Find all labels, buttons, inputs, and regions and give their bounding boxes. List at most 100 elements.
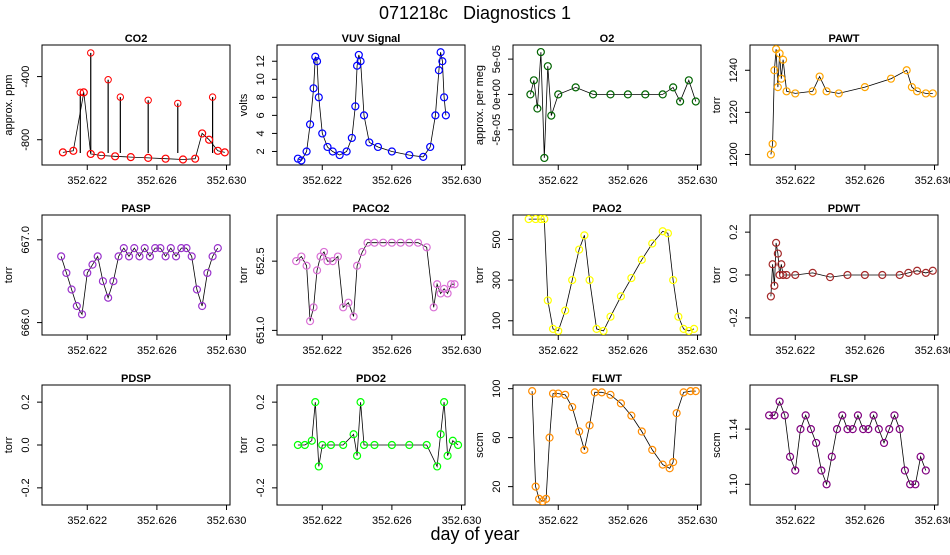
pasp-data-point bbox=[62, 268, 71, 278]
co2-data-layer bbox=[58, 49, 229, 164]
pawt-data-point bbox=[902, 66, 911, 75]
flwt-y-axis-label: sccm bbox=[474, 432, 486, 458]
flsp-data-point bbox=[796, 425, 805, 434]
flsp-data-point bbox=[775, 397, 784, 406]
o2-x-tick-label: 352.626 bbox=[608, 175, 648, 187]
pdo2-data-point bbox=[349, 430, 358, 439]
pao2-title: PAO2 bbox=[592, 203, 621, 215]
pao2-data-point bbox=[669, 275, 678, 285]
co2-spike-point bbox=[116, 93, 125, 101]
pdo2-data-point bbox=[440, 398, 449, 407]
flwt-data-point bbox=[616, 399, 626, 408]
pasp-data-point bbox=[156, 244, 165, 253]
flwt-data-point bbox=[669, 458, 678, 467]
pasp-x-tick-label: 352.630 bbox=[207, 345, 247, 357]
pawt-data-point bbox=[770, 66, 779, 75]
pawt-x-tick-label: 352.622 bbox=[775, 175, 815, 187]
figure-title: 071218c Diagnostics 1 bbox=[378, 3, 572, 23]
pasp-data-point bbox=[192, 285, 202, 294]
pdo2-y-axis-label: torr bbox=[238, 436, 250, 453]
pao2-data-point bbox=[543, 296, 552, 305]
vuv-signal-data-point bbox=[356, 57, 365, 66]
vuv-signal-series-line bbox=[297, 52, 447, 162]
o2-data-layer bbox=[526, 47, 700, 163]
pao2-series-line bbox=[528, 218, 695, 332]
vuv-signal-data-point bbox=[434, 66, 443, 75]
pao2-data-point bbox=[568, 275, 577, 285]
pdwt-data-point bbox=[791, 270, 800, 280]
pdsp-y-tick-label: -0.2 bbox=[20, 478, 32, 497]
o2-data-point bbox=[684, 76, 693, 85]
pasp-data-point bbox=[187, 252, 196, 261]
pasp-data-point bbox=[119, 244, 128, 253]
flsp-x-tick-label: 352.622 bbox=[775, 515, 815, 527]
pao2-plot-frame bbox=[512, 214, 702, 336]
panel-co2: CO2 approx. ppm 352.622 352.626 352.630 -800 -… bbox=[3, 33, 246, 187]
co2-x-tick-label: 352.622 bbox=[67, 175, 107, 187]
paco2-data-point bbox=[297, 252, 306, 261]
flwt-data-point bbox=[648, 445, 657, 454]
pasp-data-point bbox=[171, 252, 181, 261]
flsp-data-point bbox=[890, 411, 899, 420]
pawt-y-tick-label: 1200 bbox=[728, 142, 740, 166]
paco2-data-point bbox=[352, 261, 362, 270]
vuv-signal-data-point bbox=[359, 111, 369, 120]
vuv-signal-data-point bbox=[309, 84, 318, 93]
pdwt-data-point bbox=[878, 270, 887, 280]
pdo2-data-point bbox=[405, 440, 414, 450]
pawt-y-tick-label: 1240 bbox=[728, 58, 740, 82]
flwt-data-point bbox=[561, 390, 570, 399]
pdo2-data-layer bbox=[293, 398, 463, 471]
pdo2-data-point bbox=[359, 440, 369, 450]
pdsp-plot-frame bbox=[41, 384, 231, 506]
panel-flsp: FLSP sccm 352.622 352.626 352.630 1.10 1.14 bbox=[711, 373, 950, 527]
flwt-data-point bbox=[627, 411, 636, 420]
co2-data-point bbox=[97, 151, 106, 160]
pawt-data-point bbox=[907, 83, 916, 92]
vuv-signal-data-point bbox=[323, 142, 332, 152]
paco2-data-point bbox=[422, 243, 431, 252]
pdwt-data-point bbox=[860, 270, 869, 280]
flsp-data-point bbox=[780, 411, 789, 420]
pawt-x-tick-label: 352.626 bbox=[845, 175, 885, 187]
pdo2-y-tick-label: 0.2 bbox=[255, 394, 267, 409]
pawt-data-point bbox=[766, 150, 775, 159]
flsp-series-line bbox=[769, 400, 927, 486]
vuv-signal-x-tick-label: 352.630 bbox=[442, 175, 482, 187]
pdwt-series-line bbox=[770, 242, 933, 297]
vuv-signal-data-point bbox=[441, 111, 450, 120]
flwt-data-layer bbox=[528, 387, 700, 505]
pao2-data-point bbox=[580, 231, 589, 240]
paco2-data-point bbox=[309, 303, 318, 312]
flsp-data-point bbox=[869, 411, 878, 420]
co2-spike-point bbox=[174, 99, 182, 108]
o2-x-tick-label: 352.622 bbox=[538, 175, 578, 187]
co2-data-point bbox=[126, 153, 135, 162]
pao2-data-point bbox=[531, 215, 540, 224]
pasp-data-point bbox=[145, 252, 155, 261]
pasp-data-point bbox=[198, 301, 207, 311]
pao2-data-point bbox=[616, 292, 626, 301]
pdwt-y-tick-label: 0.0 bbox=[728, 267, 740, 282]
pasp-data-point bbox=[182, 244, 191, 253]
pasp-data-point bbox=[67, 285, 76, 294]
pdwt-data-layer bbox=[766, 238, 937, 301]
pasp-data-point bbox=[88, 260, 97, 269]
vuv-signal-title: VUV Signal bbox=[342, 33, 401, 45]
paco2-data-point bbox=[292, 257, 301, 266]
pdo2-data-point bbox=[356, 398, 365, 407]
panel-flwt: FLWT sccm 352.622 352.626 352.630 20 60 100 bbox=[474, 373, 717, 527]
o2-data-point bbox=[658, 90, 667, 99]
pawt-data-point bbox=[768, 139, 777, 149]
vuv-signal-data-point bbox=[440, 93, 449, 102]
o2-plot-frame bbox=[512, 44, 702, 166]
paco2-plot-frame bbox=[276, 214, 466, 336]
vuv-signal-data-point bbox=[305, 120, 315, 129]
pao2-data-point bbox=[548, 324, 558, 333]
co2-plot-frame bbox=[41, 44, 231, 166]
flsp-data-point bbox=[916, 452, 925, 461]
flsp-data-point bbox=[864, 425, 873, 434]
pdo2-data-point bbox=[433, 462, 442, 471]
o2-data-point bbox=[529, 76, 538, 85]
vuv-signal-data-point bbox=[297, 156, 306, 165]
